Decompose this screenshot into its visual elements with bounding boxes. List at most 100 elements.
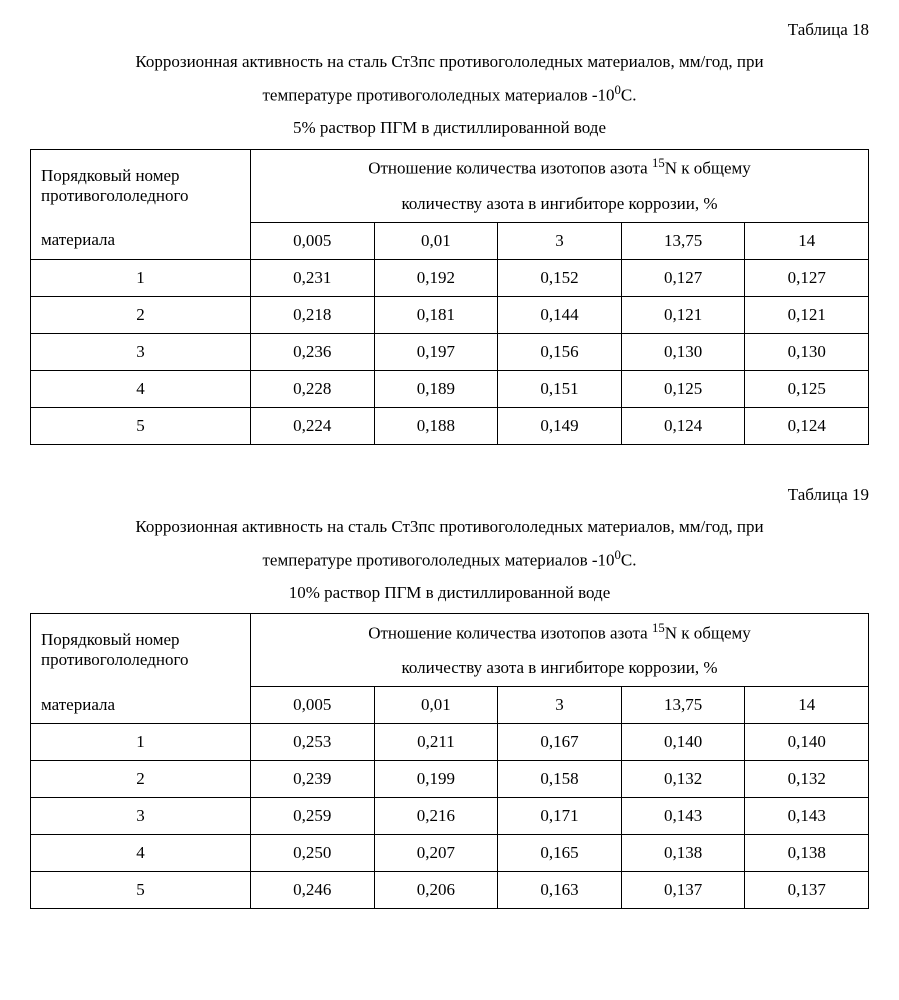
table-row: 4 0,228 0,189 0,151 0,125 0,125 (31, 370, 869, 407)
col-header: 0,01 (374, 222, 498, 259)
data-table: Порядковый номер противогололедного Отно… (30, 149, 869, 445)
row-header-bottom: материала (31, 222, 251, 259)
caption-line-2-text: температуре противогололедных материалов… (262, 551, 614, 570)
col-header: 0,005 (251, 222, 375, 259)
col-group-header-l1: Отношение количества изотопов азота 15N … (251, 149, 869, 186)
cell: 0,189 (374, 370, 498, 407)
row-num: 2 (31, 761, 251, 798)
cell: 0,158 (498, 761, 622, 798)
col-header: 13,75 (621, 222, 745, 259)
cell: 0,165 (498, 835, 622, 872)
cell: 0,143 (745, 798, 869, 835)
cell: 0,138 (745, 835, 869, 872)
cell: 0,152 (498, 259, 622, 296)
col-group-header-l2: количеству азота в ингибиторе коррозии, … (251, 186, 869, 223)
table-row: 1 0,253 0,211 0,167 0,140 0,140 (31, 724, 869, 761)
cell: 0,156 (498, 333, 622, 370)
colhead-pre: Отношение количества изотопов азота (368, 159, 652, 178)
data-table: Порядковый номер противогололедного Отно… (30, 613, 869, 909)
rowhead-l1: Порядковый номер (41, 630, 180, 649)
caption-line-3: 5% раствор ПГМ в дистиллированной воде (30, 112, 869, 144)
cell: 0,127 (621, 259, 745, 296)
col-header: 0,01 (374, 687, 498, 724)
cell: 0,224 (251, 407, 375, 444)
cell: 0,207 (374, 835, 498, 872)
cell: 0,250 (251, 835, 375, 872)
colhead-sup: 15 (652, 156, 665, 170)
cell: 0,140 (621, 724, 745, 761)
table-row: 2 0,239 0,199 0,158 0,132 0,132 (31, 761, 869, 798)
cell: 0,137 (621, 872, 745, 909)
colhead-post: N к общему (665, 623, 751, 642)
cell: 0,228 (251, 370, 375, 407)
rowhead-l1: Порядковый номер (41, 166, 180, 185)
col-header: 13,75 (621, 687, 745, 724)
table-row: 4 0,250 0,207 0,165 0,138 0,138 (31, 835, 869, 872)
colhead-sup: 15 (652, 621, 665, 635)
row-num: 5 (31, 872, 251, 909)
colhead-pre: Отношение количества изотопов азота (368, 623, 652, 642)
table-block-19: Таблица 19 Коррозионная активность на ст… (30, 485, 869, 910)
rowhead-l2: противогололедного (41, 650, 189, 669)
table-row: 3 0,259 0,216 0,171 0,143 0,143 (31, 798, 869, 835)
cell: 0,143 (621, 798, 745, 835)
cell: 0,130 (621, 333, 745, 370)
cell: 0,171 (498, 798, 622, 835)
cell: 0,188 (374, 407, 498, 444)
cell: 0,132 (621, 761, 745, 798)
colhead-post: N к общему (665, 159, 751, 178)
cell: 0,231 (251, 259, 375, 296)
row-header-bottom: материала (31, 687, 251, 724)
cell: 0,253 (251, 724, 375, 761)
row-num: 4 (31, 370, 251, 407)
table-header-row-1: Порядковый номер противогололедного Отно… (31, 614, 869, 651)
caption-line-2-tail: С. (621, 86, 637, 105)
cell: 0,167 (498, 724, 622, 761)
cell: 0,140 (745, 724, 869, 761)
row-num: 3 (31, 333, 251, 370)
col-header: 14 (745, 222, 869, 259)
col-group-header-l2: количеству азота в ингибиторе коррозии, … (251, 650, 869, 687)
table-row: 2 0,218 0,181 0,144 0,121 0,121 (31, 296, 869, 333)
table-block-18: Таблица 18 Коррозионная активность на ст… (30, 20, 869, 445)
col-header: 0,005 (251, 687, 375, 724)
table-row: 5 0,246 0,206 0,163 0,137 0,137 (31, 872, 869, 909)
table-label: Таблица 18 (30, 20, 869, 40)
table-row: 5 0,224 0,188 0,149 0,124 0,124 (31, 407, 869, 444)
cell: 0,125 (745, 370, 869, 407)
cell: 0,137 (745, 872, 869, 909)
col-header: 3 (498, 222, 622, 259)
caption-line-2: температуре противогололедных материалов… (30, 78, 869, 112)
table-subheader-row: материала 0,005 0,01 3 13,75 14 (31, 687, 869, 724)
caption-line-2-text: температуре противогололедных материалов… (262, 86, 614, 105)
cell: 0,121 (745, 296, 869, 333)
cell: 0,181 (374, 296, 498, 333)
row-num: 3 (31, 798, 251, 835)
cell: 0,138 (621, 835, 745, 872)
col-header: 3 (498, 687, 622, 724)
cell: 0,127 (745, 259, 869, 296)
cell: 0,151 (498, 370, 622, 407)
table-row: 3 0,236 0,197 0,156 0,130 0,130 (31, 333, 869, 370)
col-header: 14 (745, 687, 869, 724)
row-header-top: Порядковый номер противогололедного (31, 149, 251, 222)
row-num: 1 (31, 259, 251, 296)
row-num: 4 (31, 835, 251, 872)
row-num: 2 (31, 296, 251, 333)
table-subheader-row: материала 0,005 0,01 3 13,75 14 (31, 222, 869, 259)
cell: 0,132 (745, 761, 869, 798)
caption-line-2: температуре противогололедных материалов… (30, 543, 869, 577)
cell: 0,144 (498, 296, 622, 333)
row-num: 5 (31, 407, 251, 444)
cell: 0,124 (745, 407, 869, 444)
cell: 0,211 (374, 724, 498, 761)
cell: 0,239 (251, 761, 375, 798)
col-group-header-l1: Отношение количества изотопов азота 15N … (251, 614, 869, 651)
rowhead-l2: противогололедного (41, 186, 189, 205)
cell: 0,199 (374, 761, 498, 798)
caption-line-3: 10% раствор ПГМ в дистиллированной воде (30, 577, 869, 609)
cell: 0,130 (745, 333, 869, 370)
table-row: 1 0,231 0,192 0,152 0,127 0,127 (31, 259, 869, 296)
caption-line-1: Коррозионная активность на сталь Ст3пс п… (30, 511, 869, 543)
cell: 0,125 (621, 370, 745, 407)
